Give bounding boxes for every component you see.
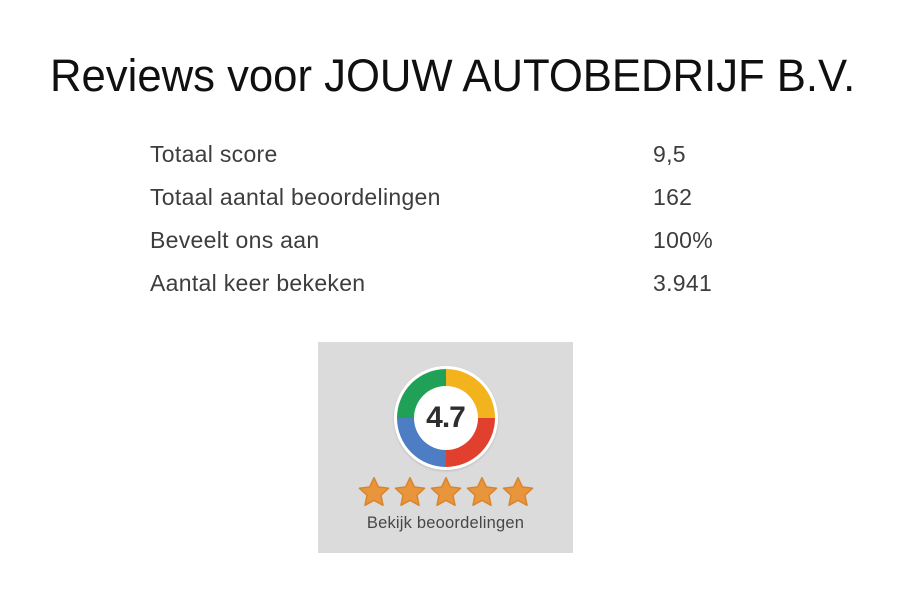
view-reviews-link[interactable]: Bekijk beoordelingen xyxy=(366,514,525,532)
score-value: 4.7 xyxy=(426,401,466,434)
star-icon xyxy=(358,476,389,507)
stat-value-total-score: 9,5 xyxy=(653,141,686,167)
score-ring-badge[interactable]: 4.7 xyxy=(393,366,498,470)
stat-label-total-score: Totaal score xyxy=(150,141,278,167)
star-icon xyxy=(502,476,533,507)
stat-label-total-reviews: Totaal aantal beoordelingen xyxy=(150,184,441,210)
stat-label-recommends: Beveelt ons aan xyxy=(150,227,320,253)
table-row: Aantal keer bekeken 3.941 xyxy=(150,262,720,305)
stats-table: Totaal score 9,5 Totaal aantal beoordeli… xyxy=(150,133,720,305)
stat-value-recommends: 100% xyxy=(653,227,714,253)
star-rating[interactable] xyxy=(356,475,535,510)
page-title: Reviews voor JOUW AUTOBEDRIJF B.V. xyxy=(50,50,856,101)
review-widget[interactable]: 4.7 Bekijk beoordelingen xyxy=(318,342,573,553)
table-row: Beveelt ons aan 100% xyxy=(150,219,720,262)
star-icon xyxy=(466,476,497,507)
table-row: Totaal score 9,5 xyxy=(150,133,720,176)
star-icon xyxy=(430,476,461,507)
stat-value-total-reviews: 162 xyxy=(653,184,693,210)
table-row: Totaal aantal beoordelingen 162 xyxy=(150,176,720,219)
stat-label-times-viewed: Aantal keer bekeken xyxy=(150,270,366,296)
score-ring-inner: 4.7 xyxy=(413,386,478,450)
star-icon xyxy=(394,476,425,507)
stat-value-times-viewed: 3.941 xyxy=(653,270,713,296)
